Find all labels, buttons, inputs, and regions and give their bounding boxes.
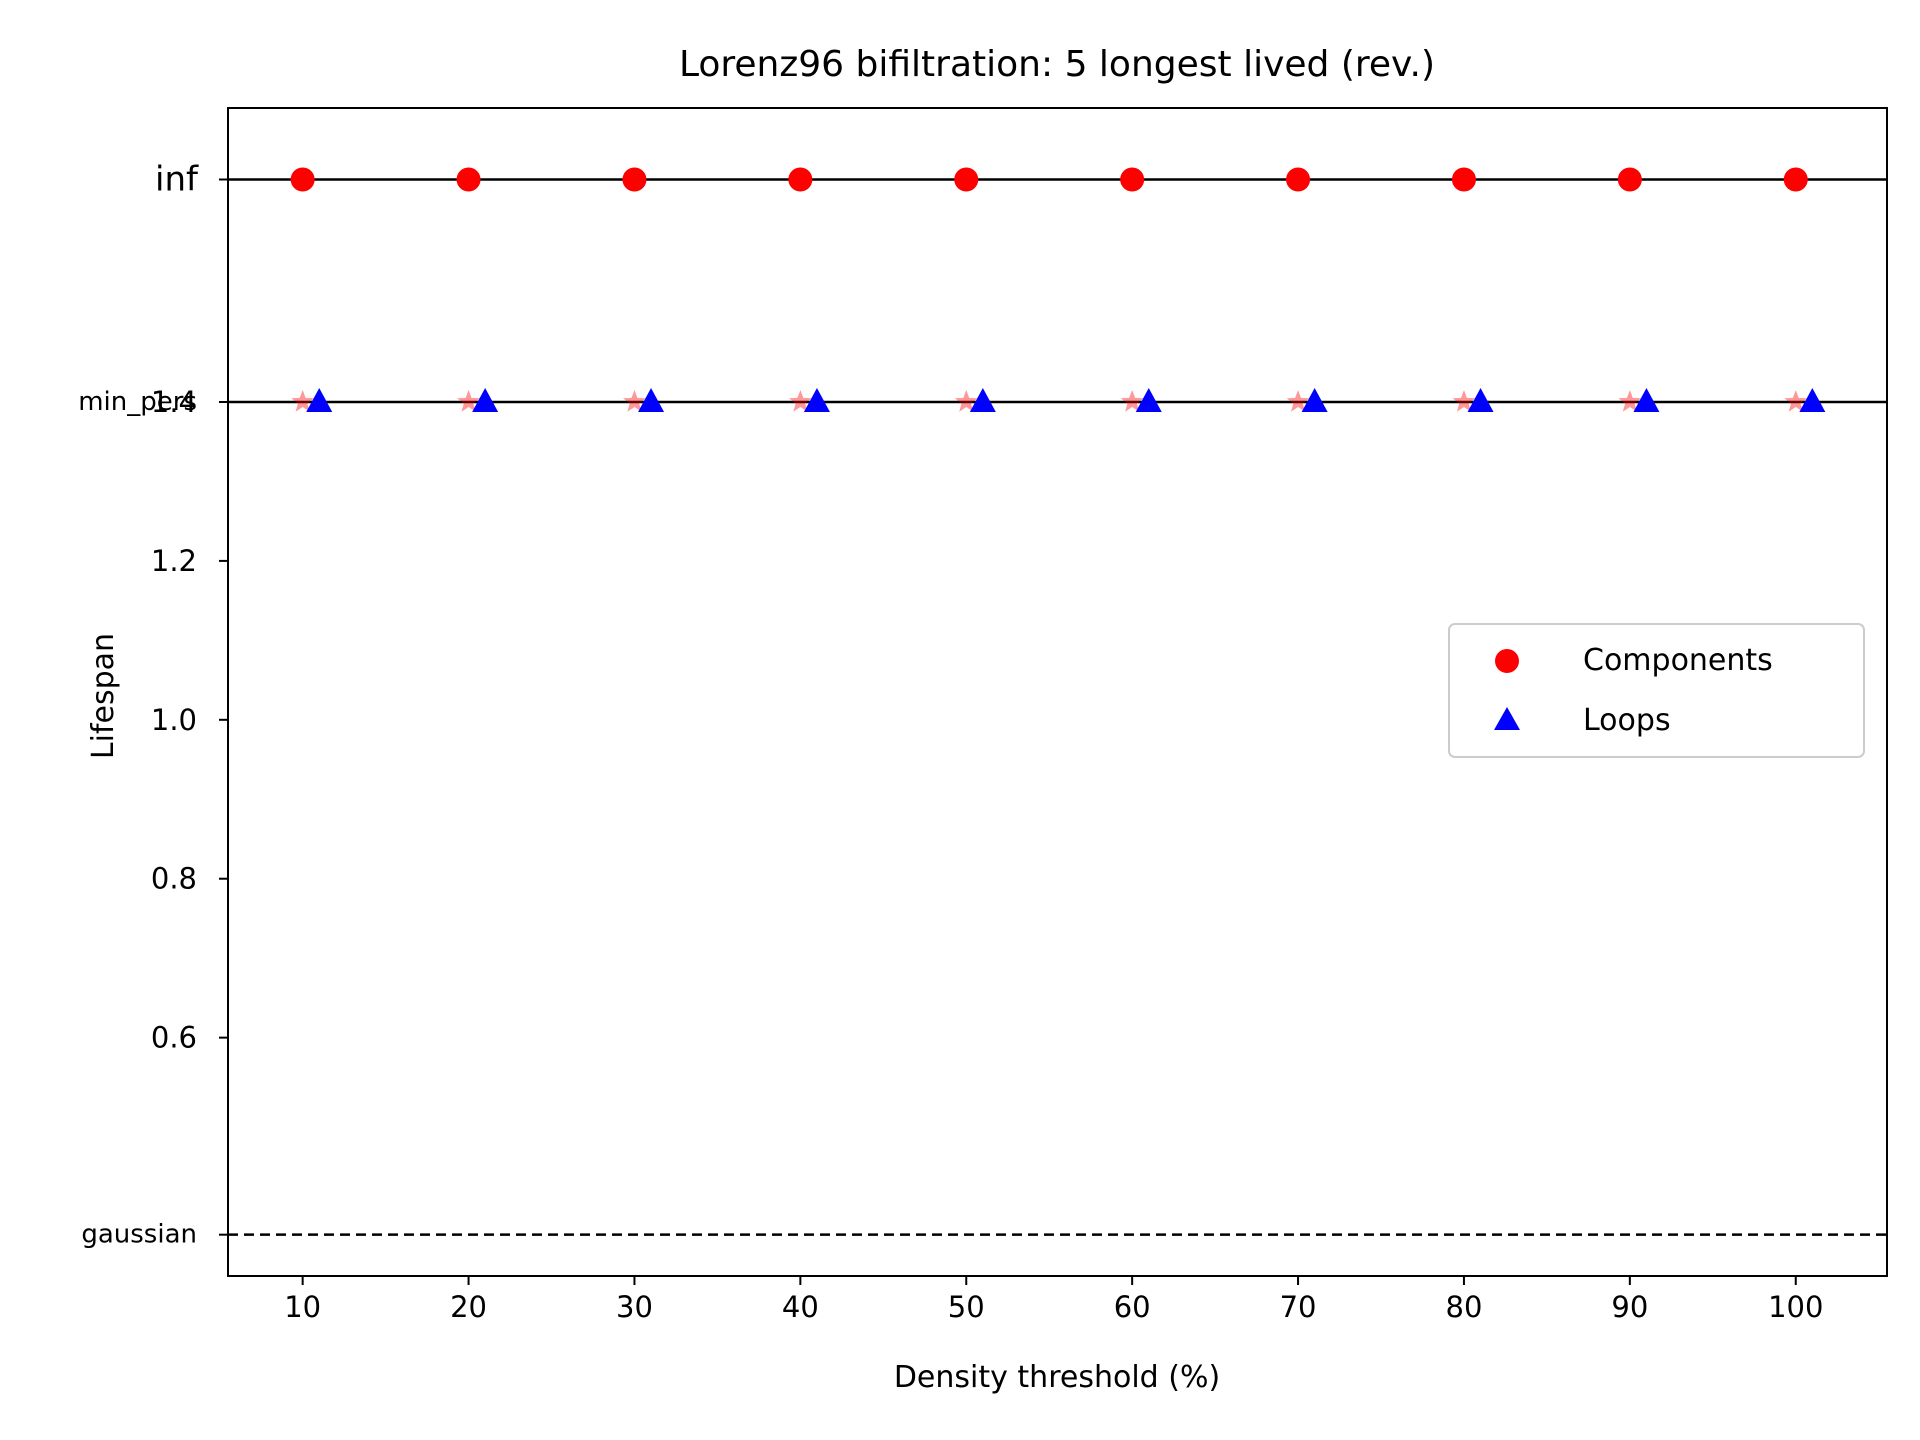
loops-point	[1799, 387, 1826, 412]
star-point	[954, 390, 978, 412]
loops-point	[1301, 387, 1328, 412]
loops-point	[1135, 387, 1162, 412]
star-point	[1618, 390, 1642, 412]
star-point	[1286, 390, 1310, 412]
x-axis-label: Density threshold (%)	[894, 1360, 1220, 1395]
x-ticks: 10 20 30 40 50 60 70 80 90 100	[284, 1276, 1823, 1324]
x-tick-label: 80	[1446, 1290, 1483, 1324]
loops-point	[969, 387, 996, 412]
loops-point	[472, 387, 499, 412]
components-point	[1286, 167, 1311, 192]
legend-components-label: Components	[1583, 643, 1773, 678]
loops-point	[1467, 387, 1494, 412]
star-point	[1452, 390, 1476, 412]
legend-box	[1448, 623, 1865, 758]
loops-point	[638, 387, 665, 412]
x-tick-label: 90	[1611, 1290, 1648, 1324]
components-point	[290, 167, 315, 192]
star-point	[788, 390, 812, 412]
x-tick-label: 20	[450, 1290, 487, 1324]
star-point	[457, 390, 480, 412]
data-marks	[290, 167, 1826, 412]
y-tick-label: 1.0	[151, 703, 197, 737]
legend-loops-label: Loops	[1583, 703, 1671, 738]
y-tick-label: 0.6	[151, 1021, 197, 1055]
star-point	[1120, 390, 1144, 412]
star-point	[623, 390, 646, 412]
legend: Components Loops	[1448, 623, 1865, 758]
reference-label-inf: inf	[155, 160, 199, 200]
x-tick-label: 10	[284, 1290, 321, 1324]
y-tick-label: 1.2	[151, 544, 197, 578]
star-point	[291, 390, 315, 412]
y-tick-label: 0.8	[151, 862, 197, 896]
y-tick-label: 1.4	[151, 385, 197, 419]
loops-point	[803, 387, 830, 412]
y-ticks: 0.6 0.8 1.0 1.2 1.4	[151, 385, 228, 1055]
components-point	[954, 167, 979, 192]
star-point	[1784, 390, 1808, 412]
components-point	[456, 167, 481, 192]
loops-point	[306, 387, 333, 412]
components-point	[788, 167, 813, 192]
reference-label-gaussian: gaussian	[81, 1220, 197, 1250]
components-point	[1617, 167, 1642, 192]
x-tick-label: 30	[616, 1290, 653, 1324]
components-point	[622, 167, 647, 192]
legend-loops-marker	[1494, 707, 1520, 730]
x-tick-label: 60	[1114, 1290, 1151, 1324]
chart-title: Lorenz96 bifiltration: 5 longest lived (…	[679, 44, 1435, 85]
legend-components-marker	[1495, 649, 1519, 673]
loops-point	[1633, 387, 1660, 412]
components-point	[1120, 167, 1145, 192]
x-tick-label: 100	[1768, 1290, 1823, 1324]
components-point	[1783, 167, 1808, 192]
components-point	[1451, 167, 1476, 192]
plot-frame	[227, 107, 1888, 1277]
reference-label-min-pers: min_pers	[78, 387, 197, 417]
reference-lines: inf min_pers gaussian	[78, 160, 1887, 1250]
y-axis-label: Lifespan	[86, 633, 121, 759]
x-tick-label: 50	[948, 1290, 985, 1324]
x-tick-label: 40	[782, 1290, 819, 1324]
x-tick-label: 70	[1280, 1290, 1317, 1324]
